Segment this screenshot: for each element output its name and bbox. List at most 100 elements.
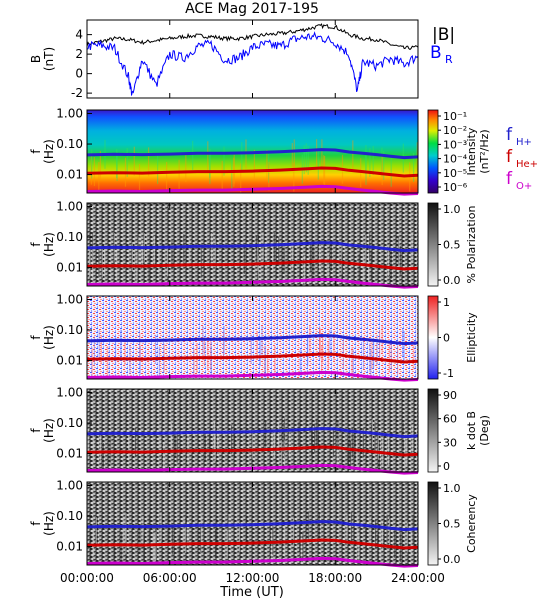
x-tick-label: 24:00:00 [391, 571, 445, 585]
colorbar-polarization [427, 202, 439, 287]
spectrogram-streak [163, 442, 165, 472]
spectrogram-streak [176, 433, 178, 463]
spectrogram-streak [255, 235, 257, 265]
spectrogram-streak [171, 423, 173, 453]
colorbar-label: % Polarization [465, 206, 478, 284]
spectrogram-streak [138, 163, 141, 193]
spectrogram-streak [370, 425, 372, 454]
spectrogram-streak [293, 517, 295, 547]
spectrogram-streak [407, 252, 409, 282]
legend-subscript-O+: O+ [516, 181, 532, 192]
y-tick-label: 0.10 [56, 509, 83, 523]
spectrogram-streak [317, 150, 319, 180]
spectrogram-streak [95, 517, 97, 547]
spectrogram-streak [204, 430, 206, 460]
spectrogram-streak [349, 441, 351, 471]
spectrogram-streak [300, 535, 302, 565]
spectrogram-streak [398, 238, 400, 268]
spectrogram-streak [107, 346, 109, 375]
colorbar-tick-label: 1.0 [443, 482, 461, 495]
spectrogram-streak [358, 533, 360, 563]
spectrogram-streak [104, 244, 106, 274]
legend-subscript-He+: He+ [516, 159, 538, 170]
spectrogram-streak [92, 526, 95, 556]
y-tick-label: 1.00 [56, 200, 83, 214]
spectrogram-streak [307, 145, 309, 175]
spectrogram-streak [309, 325, 311, 355]
y-tick-label: 1.00 [56, 107, 83, 121]
spectrogram-streak [153, 235, 155, 265]
spectrogram-streak [273, 428, 276, 458]
spectrogram-streak [413, 152, 415, 182]
spectrogram-streak [171, 525, 173, 555]
colorbar-tick-label: 0.0 [443, 274, 461, 287]
gyrofrequency-line-He+ [86, 352, 419, 364]
spectrogram-streak [283, 418, 285, 448]
spectrogram-streak [299, 522, 301, 552]
spectrogram-streak [261, 325, 263, 355]
spectrogram-streak [178, 534, 180, 564]
y-tick-label: 0.10 [56, 137, 83, 151]
y-tick-label: 4 [75, 28, 83, 42]
colorbar-label: k dot B [465, 411, 478, 450]
y-axis-unit: (Hz) [42, 325, 56, 350]
spectrogram-streak [178, 159, 180, 189]
spectrogram-streak [116, 149, 118, 179]
spectrogram-streak [272, 242, 274, 272]
spectrogram-streak [299, 252, 301, 282]
gyrofrequency-line-He+ [86, 166, 419, 178]
spectrogram-streak [155, 528, 158, 558]
series-line-b-r [86, 31, 419, 97]
spectrogram-streak [266, 149, 268, 179]
spectrogram-streak [139, 524, 141, 554]
spectrogram-streak [394, 528, 396, 558]
spectrogram-streak [193, 348, 195, 378]
spectrogram-streak [237, 441, 239, 470]
spectrogram-streak [207, 141, 209, 171]
spectrogram-streak [257, 241, 259, 271]
y-axis-label: f [29, 428, 43, 433]
spectrogram-streak [109, 434, 111, 464]
spectrogram-streak [98, 247, 100, 277]
spectrogram-streak [319, 329, 321, 359]
spectrogram-streak [142, 516, 144, 546]
colorbar-tick-label: 10⁻² [443, 124, 467, 137]
spectrogram-streak [406, 523, 408, 552]
spectrogram-streak [153, 535, 155, 565]
spectrogram-streak [412, 424, 414, 454]
spectrogram-streak [148, 514, 150, 544]
spectrogram-streak [166, 162, 168, 191]
spectrogram-streak [271, 532, 273, 561]
spectrogram-streak [268, 153, 270, 183]
spectrogram-streak [341, 252, 344, 282]
spectrogram-streak [381, 147, 383, 177]
spectrogram-streak [341, 245, 343, 275]
spectrogram-streak [234, 428, 236, 458]
spectrogram-streak [209, 148, 211, 178]
spectrogram-streak [411, 526, 413, 556]
spectrogram-streak [274, 345, 276, 375]
spectrogram-streak [307, 336, 309, 366]
legend-He+: f [506, 147, 513, 167]
spectrogram-streak [350, 511, 353, 541]
gyrofrequency-line-He+ [86, 259, 419, 271]
y-tick-label: 1.00 [56, 293, 83, 307]
spectrogram-streak [403, 330, 405, 360]
spectrogram-streak [293, 162, 295, 192]
chart-title: ACE Mag 2017-195 [185, 1, 319, 17]
spectrogram-streak [321, 139, 323, 169]
spectrogram-streak [157, 154, 159, 184]
spectrogram-streak [351, 347, 353, 377]
panel-polarization: 1.00 0.10 0.01 f (Hz) 1.0 0.5 0.0 % Polarization [29, 200, 478, 289]
y-axis-unit: (Hz) [42, 139, 56, 164]
spectrogram-streak [390, 250, 392, 279]
spectrogram-streak [183, 518, 185, 548]
spectrogram-streak [383, 151, 385, 180]
spectrogram-streak [90, 155, 92, 185]
spectrogram-streak [201, 515, 203, 545]
y-axis-unit: (Hz) [42, 511, 56, 536]
spectrogram-streak [99, 150, 101, 180]
spectrogram-streak [116, 151, 118, 181]
spectrogram-streak [223, 146, 225, 176]
y-tick-label: 0.01 [56, 354, 83, 368]
